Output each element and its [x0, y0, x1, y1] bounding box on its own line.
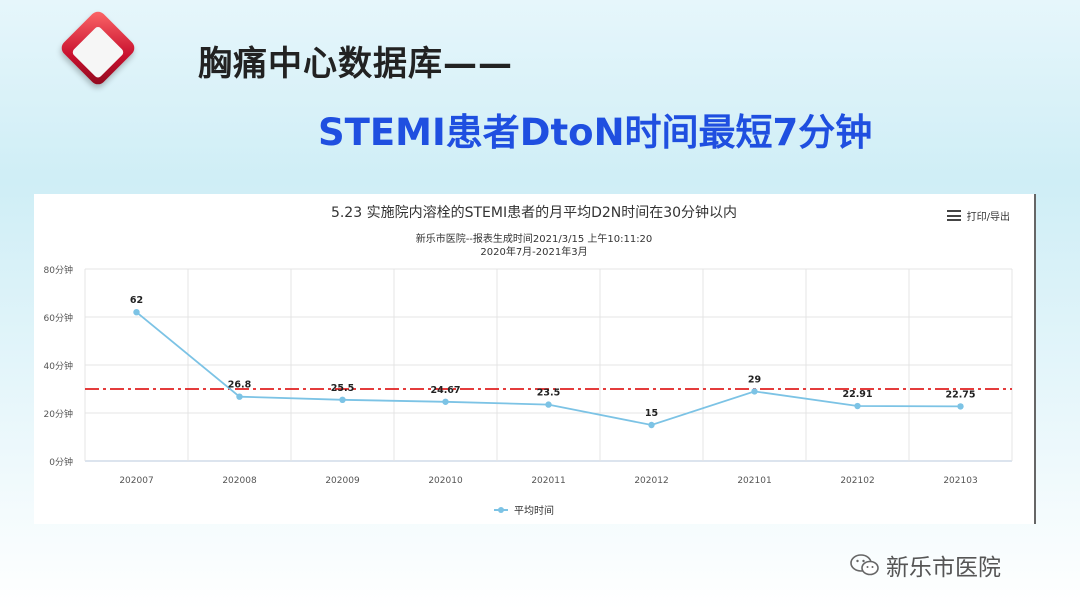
x-tick-label: 202012: [634, 476, 668, 486]
x-tick-label: 202101: [737, 476, 771, 486]
legend-marker: [494, 506, 508, 513]
export-menu-label: 打印/导出: [966, 212, 1010, 223]
wechat-icon: [850, 554, 879, 576]
x-tick-label: 202009: [325, 476, 360, 486]
legend-label: 平均时间: [514, 506, 554, 517]
y-tick-label: 40分钟: [44, 360, 73, 372]
chart-subtitle-2: 2020年7月-2021年3月: [480, 247, 588, 258]
data-label: 26.8: [228, 380, 252, 391]
chart-title: 5.23 实施院内溶栓的STEMI患者的月平均D2N时间在30分钟以内: [330, 205, 738, 221]
data-point: [545, 401, 552, 408]
y-tick-label: 20分钟: [44, 408, 73, 420]
data-label: 22.75: [945, 389, 975, 400]
x-tick-label: 202103: [943, 476, 977, 486]
data-label: 24.67: [430, 385, 460, 396]
x-tick-label: 202007: [119, 476, 153, 486]
data-label: 23.5: [537, 388, 560, 399]
x-tick-label: 202008: [222, 476, 257, 486]
chart-subtitle-1: 新乐市医院--报表生成时间2021/3/15 上午10:11:20: [415, 234, 653, 245]
data-label: 25.5: [331, 383, 354, 394]
watermark: 新乐市医院: [850, 548, 1001, 582]
slide-title: 胸痛中心数据库——: [198, 44, 513, 84]
x-tick-label: 202011: [531, 476, 565, 486]
line-chart: 0分钟 20分钟 40分钟 60分钟 80分钟 202007 202008 202009 202…: [44, 264, 1013, 486]
data-point: [339, 396, 346, 403]
data-label: 62: [130, 295, 143, 306]
legend-item[interactable]: 平均时间: [494, 502, 554, 517]
x-tick-label: 202102: [840, 476, 874, 486]
x-tick-label: 202010: [428, 476, 463, 486]
export-menu-button[interactable]: 打印/导出: [946, 208, 1010, 223]
data-point: [236, 393, 243, 400]
data-point: [751, 388, 758, 395]
data-point: [854, 402, 861, 410]
logo-icon: [58, 8, 138, 88]
hamburger-menu-icon: [946, 210, 961, 221]
data-label: 29: [748, 374, 761, 385]
data-point: [957, 403, 964, 410]
data-label: 15: [645, 408, 658, 419]
data-label: 22.91: [842, 389, 872, 400]
data-point: [442, 398, 449, 405]
data-point: [133, 309, 140, 316]
chart-panel: 5.23 实施院内溶栓的STEMI患者的月平均D2N时间在30分钟以内 新乐市医…: [34, 194, 1036, 524]
watermark-text: 新乐市医院: [886, 555, 1001, 581]
y-tick-label: 0分钟: [49, 456, 73, 468]
slide-subtitle: STEMI患者DtoN时间最短7分钟: [318, 111, 873, 154]
series-line: [135, 311, 961, 426]
data-point: [648, 421, 655, 429]
y-tick-label: 80分钟: [44, 264, 73, 276]
y-tick-label: 60分钟: [44, 312, 73, 324]
